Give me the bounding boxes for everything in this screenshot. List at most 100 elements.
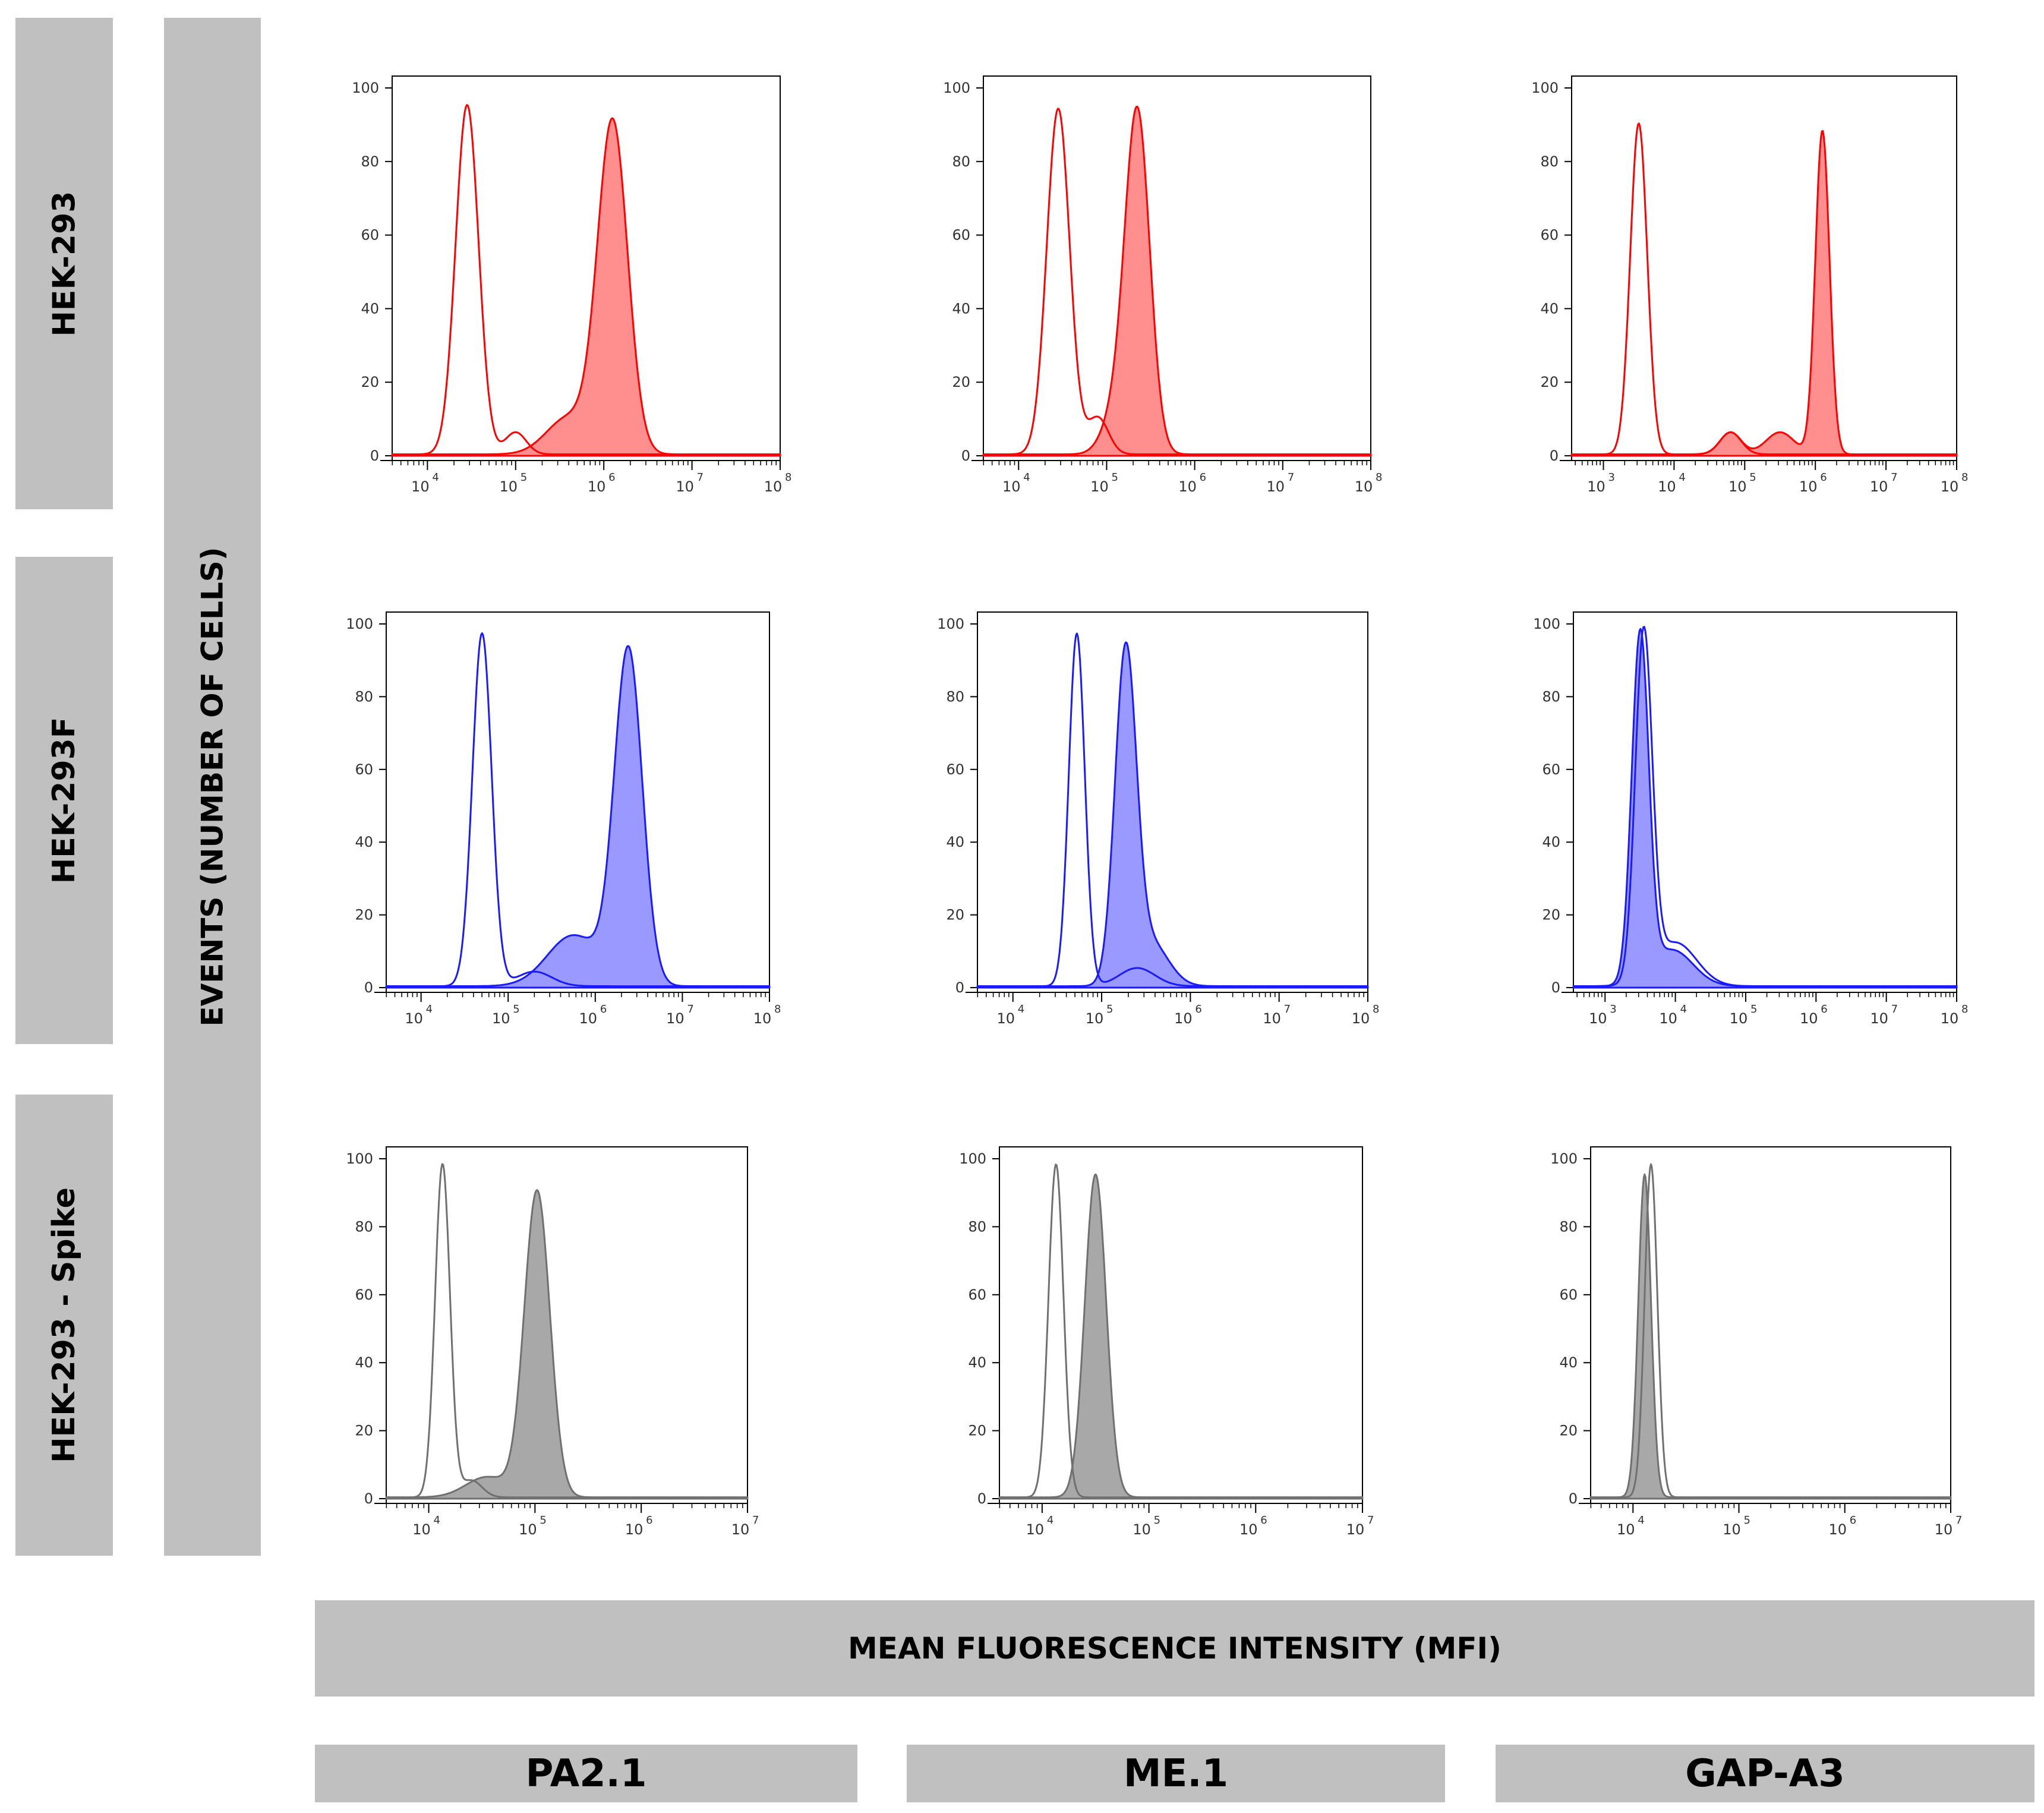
y-tick-label: 20 — [1542, 907, 1560, 923]
col-label: GAP-A3 — [1685, 1751, 1845, 1796]
x-tick-label: 10 — [1828, 1521, 1847, 1538]
x-tick-exponent: 6 — [1821, 1003, 1827, 1016]
y-tick-label: 100 — [352, 80, 379, 96]
x-tick-label: 10 — [1617, 1521, 1635, 1538]
y-tick-label: 20 — [968, 1423, 986, 1439]
x-tick-exponent: 6 — [1260, 1514, 1267, 1527]
col-label-band-2: GAP-A3 — [1496, 1745, 2034, 1802]
x-tick-label: 10 — [753, 1010, 772, 1027]
y-tick-label: 40 — [952, 300, 970, 317]
x-tick-label: 10 — [405, 1010, 423, 1027]
x-tick-exponent: 7 — [1284, 1003, 1291, 1016]
y-tick-label: 60 — [1540, 227, 1559, 244]
x-tick-exponent: 6 — [1195, 1003, 1201, 1016]
stained-histogram — [982, 106, 1372, 457]
x-tick-label: 10 — [1267, 478, 1285, 495]
x-tick-label: 10 — [1090, 478, 1109, 495]
y-tick-label: 100 — [943, 80, 970, 96]
stained-histogram — [1572, 628, 1958, 989]
x-tick-exponent: 8 — [1961, 471, 1968, 484]
x-tick-label: 10 — [1799, 478, 1818, 495]
x-tick-exponent: 4 — [426, 1003, 433, 1016]
x-tick-exponent: 4 — [1638, 1514, 1644, 1527]
x-tick-exponent: 7 — [1288, 471, 1294, 484]
x-tick-label: 10 — [731, 1521, 750, 1538]
x-tick-label: 10 — [764, 478, 783, 495]
y-tick-label: 60 — [1559, 1287, 1578, 1303]
y-tick-label: 0 — [955, 979, 964, 996]
y-tick-label: 80 — [968, 1218, 986, 1235]
x-tick-label: 10 — [1174, 1010, 1193, 1027]
x-tick-exponent: 6 — [1850, 1514, 1856, 1527]
x-tick-label: 10 — [676, 478, 694, 495]
y-tick-label: 60 — [1542, 761, 1560, 778]
x-tick-exponent: 4 — [1018, 1003, 1024, 1016]
plot-frame — [999, 1146, 1363, 1504]
row-label-band-0: HEK-293 — [15, 18, 113, 509]
control-histogram — [977, 632, 1368, 988]
x-tick-exponent: 7 — [1367, 1514, 1374, 1527]
x-tick-exponent: 5 — [1749, 471, 1756, 484]
x-tick-exponent: 6 — [1200, 471, 1206, 484]
y-tick-label: 60 — [968, 1287, 986, 1303]
control-histogram — [392, 104, 780, 455]
stained-histogram — [391, 117, 781, 457]
x-tick-exponent: 6 — [608, 471, 615, 484]
x-tick-label: 10 — [1870, 478, 1888, 495]
x-tick-label: 10 — [579, 1010, 598, 1027]
x-tick-label: 10 — [588, 478, 606, 495]
y-tick-label: 40 — [361, 300, 379, 317]
control-histogram — [983, 108, 1371, 455]
y-tick-label: 100 — [1550, 1150, 1578, 1167]
x-tick-label: 10 — [1587, 478, 1605, 495]
x-tick-exponent: 5 — [1106, 1003, 1113, 1016]
stained-histogram — [385, 645, 771, 989]
plot-frame — [386, 1146, 748, 1504]
stained-histogram — [385, 1189, 749, 1500]
x-tick-label: 10 — [499, 478, 518, 495]
row-label-band-1: HEK-293F — [15, 557, 113, 1044]
y-tick-label: 60 — [361, 227, 379, 244]
x-tick-exponent: 8 — [1961, 1003, 1968, 1016]
x-tick-exponent: 4 — [434, 1514, 440, 1527]
col-label: ME.1 — [1123, 1751, 1229, 1796]
control-histogram — [1572, 122, 1957, 455]
x-tick-label: 10 — [519, 1521, 537, 1538]
y-tick-label: 80 — [952, 153, 970, 170]
x-tick-exponent: 7 — [1955, 1514, 1962, 1527]
stained-histogram — [998, 1173, 1364, 1500]
plot-frame — [983, 75, 1371, 461]
col-label-band-0: PA2.1 — [315, 1745, 857, 1802]
y-tick-label: 100 — [346, 616, 373, 632]
y-tick-label: 100 — [1533, 616, 1560, 632]
y-tick-label: 0 — [1551, 979, 1560, 996]
y-axis-band: EVENTS (NUMBER OF CELLS) — [164, 18, 261, 1556]
control-histogram — [1573, 626, 1957, 988]
x-tick-exponent: 4 — [1679, 471, 1685, 484]
x-tick-label: 10 — [412, 1521, 431, 1538]
y-tick-label: 80 — [355, 1218, 373, 1235]
stained-histogram — [1589, 1173, 1952, 1500]
y-tick-label: 100 — [959, 1150, 986, 1167]
x-tick-exponent: 5 — [540, 1514, 546, 1527]
x-tick-label: 10 — [1730, 1010, 1748, 1027]
x-tick-label: 10 — [1086, 1010, 1104, 1027]
y-tick-label: 40 — [355, 834, 373, 850]
control-histogram — [999, 1164, 1362, 1499]
y-tick-label: 40 — [946, 834, 964, 850]
x-tick-exponent: 4 — [432, 471, 439, 484]
x-tick-exponent: 4 — [1047, 1514, 1053, 1527]
x-tick-label: 10 — [1178, 478, 1197, 495]
control-histogram — [1591, 1163, 1951, 1499]
y-tick-label: 100 — [1531, 80, 1559, 96]
x-tick-exponent: 5 — [513, 1003, 519, 1016]
y-tick-label: 40 — [1542, 834, 1560, 850]
y-tick-label: 20 — [952, 374, 970, 390]
y-tick-label: 0 — [364, 979, 373, 996]
